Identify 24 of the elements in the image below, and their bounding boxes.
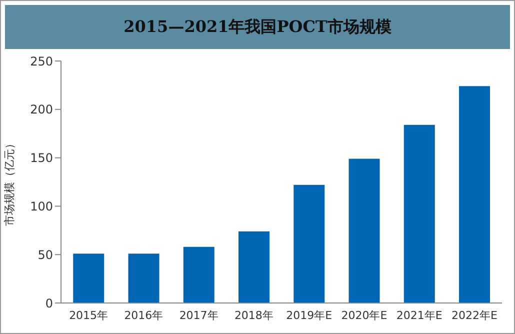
bar (183, 246, 214, 303)
y-tick-label: 250 (30, 54, 53, 68)
y-tick-label: 100 (30, 199, 53, 214)
bar (404, 124, 435, 303)
x-tick-label: 2022年E (451, 308, 498, 322)
x-tick-label: 2016年 (124, 308, 164, 322)
y-tick-label: 200 (30, 102, 53, 117)
x-tick-label: 2020年E (341, 308, 388, 322)
bar (73, 254, 104, 303)
x-tick-label: 2019年E (286, 308, 332, 322)
x-tick-label: 2018年 (234, 308, 274, 322)
y-axis-title: 市场规模（亿元） (2, 138, 16, 226)
y-tick-label: 150 (30, 151, 53, 166)
y-tick-label: 50 (38, 248, 53, 262)
x-tick-label: 2017年 (179, 308, 218, 322)
chart-title: 2015—2021年我国POCT市场规模 (5, 5, 510, 49)
bar (238, 231, 270, 303)
x-tick-label: 2021年E (396, 308, 442, 322)
x-tick-label: 2015年 (69, 308, 108, 322)
y-tick-label: 0 (45, 296, 53, 310)
bar (459, 86, 490, 303)
bar (294, 184, 325, 303)
bar (348, 158, 380, 303)
bar (128, 254, 160, 303)
